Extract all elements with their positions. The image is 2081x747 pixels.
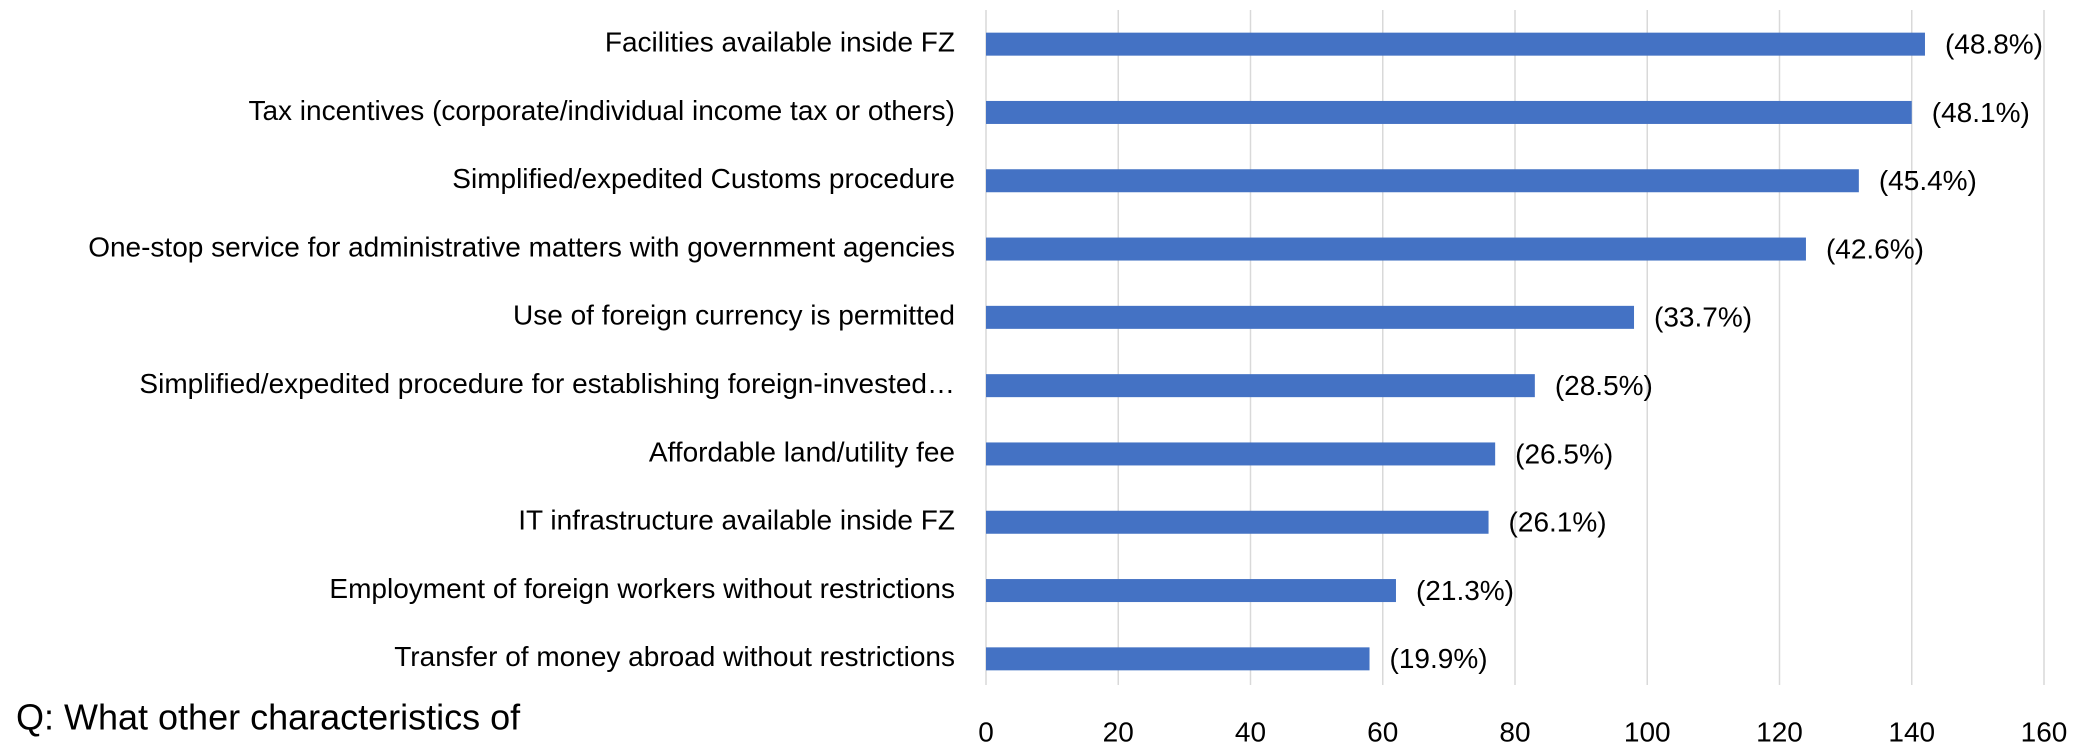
category-label: IT infrastructure available inside FZ [518,505,955,536]
bar-annotation: (45.4%) [1879,165,1977,196]
x-tick-label: 140 [1888,716,1935,747]
x-tick-label: 80 [1499,716,1530,747]
bar [986,510,1489,534]
bar-annotation: (26.5%) [1515,438,1613,469]
bar [986,442,1496,466]
caption: Q: What other characteristics of [16,697,521,738]
bar [986,647,1370,671]
bar [986,169,1859,193]
bar [986,237,1806,261]
x-tick-label: 40 [1235,716,1266,747]
bar [986,32,1925,56]
category-label: Simplified/expedited procedure for estab… [139,368,955,399]
bar-annotation: (33.7%) [1654,302,1752,333]
bar [986,305,1635,329]
bar-annotation: (26.1%) [1509,507,1607,538]
category-label: Affordable land/utility fee [649,436,955,467]
bar [986,374,1535,398]
x-tick-label: 0 [978,716,994,747]
x-tick-label: 160 [2021,716,2068,747]
category-label: One-stop service for administrative matt… [88,231,955,262]
x-tick-label: 120 [1756,716,1803,747]
category-label: Transfer of money abroad without restric… [394,641,955,672]
bar [986,579,1396,603]
x-tick-label: 100 [1624,716,1671,747]
bar-annotation: (48.8%) [1945,29,2043,60]
bar-annotation: (21.3%) [1416,575,1514,606]
bar-annotation: (42.6%) [1826,233,1924,264]
bar [986,100,1912,124]
bar-annotation: (28.5%) [1555,370,1653,401]
category-label: Employment of foreign workers without re… [329,573,955,604]
bar-annotation: (19.9%) [1390,643,1488,674]
category-label: Facilities available inside FZ [605,27,955,58]
category-label: Use of foreign currency is permitted [513,300,955,331]
bar-annotation: (48.1%) [1932,97,2030,128]
x-tick-label: 60 [1367,716,1398,747]
x-tick-label: 20 [1103,716,1134,747]
category-label: Simplified/expedited Customs procedure [452,163,955,194]
category-label: Tax incentives (corporate/individual inc… [248,95,955,126]
